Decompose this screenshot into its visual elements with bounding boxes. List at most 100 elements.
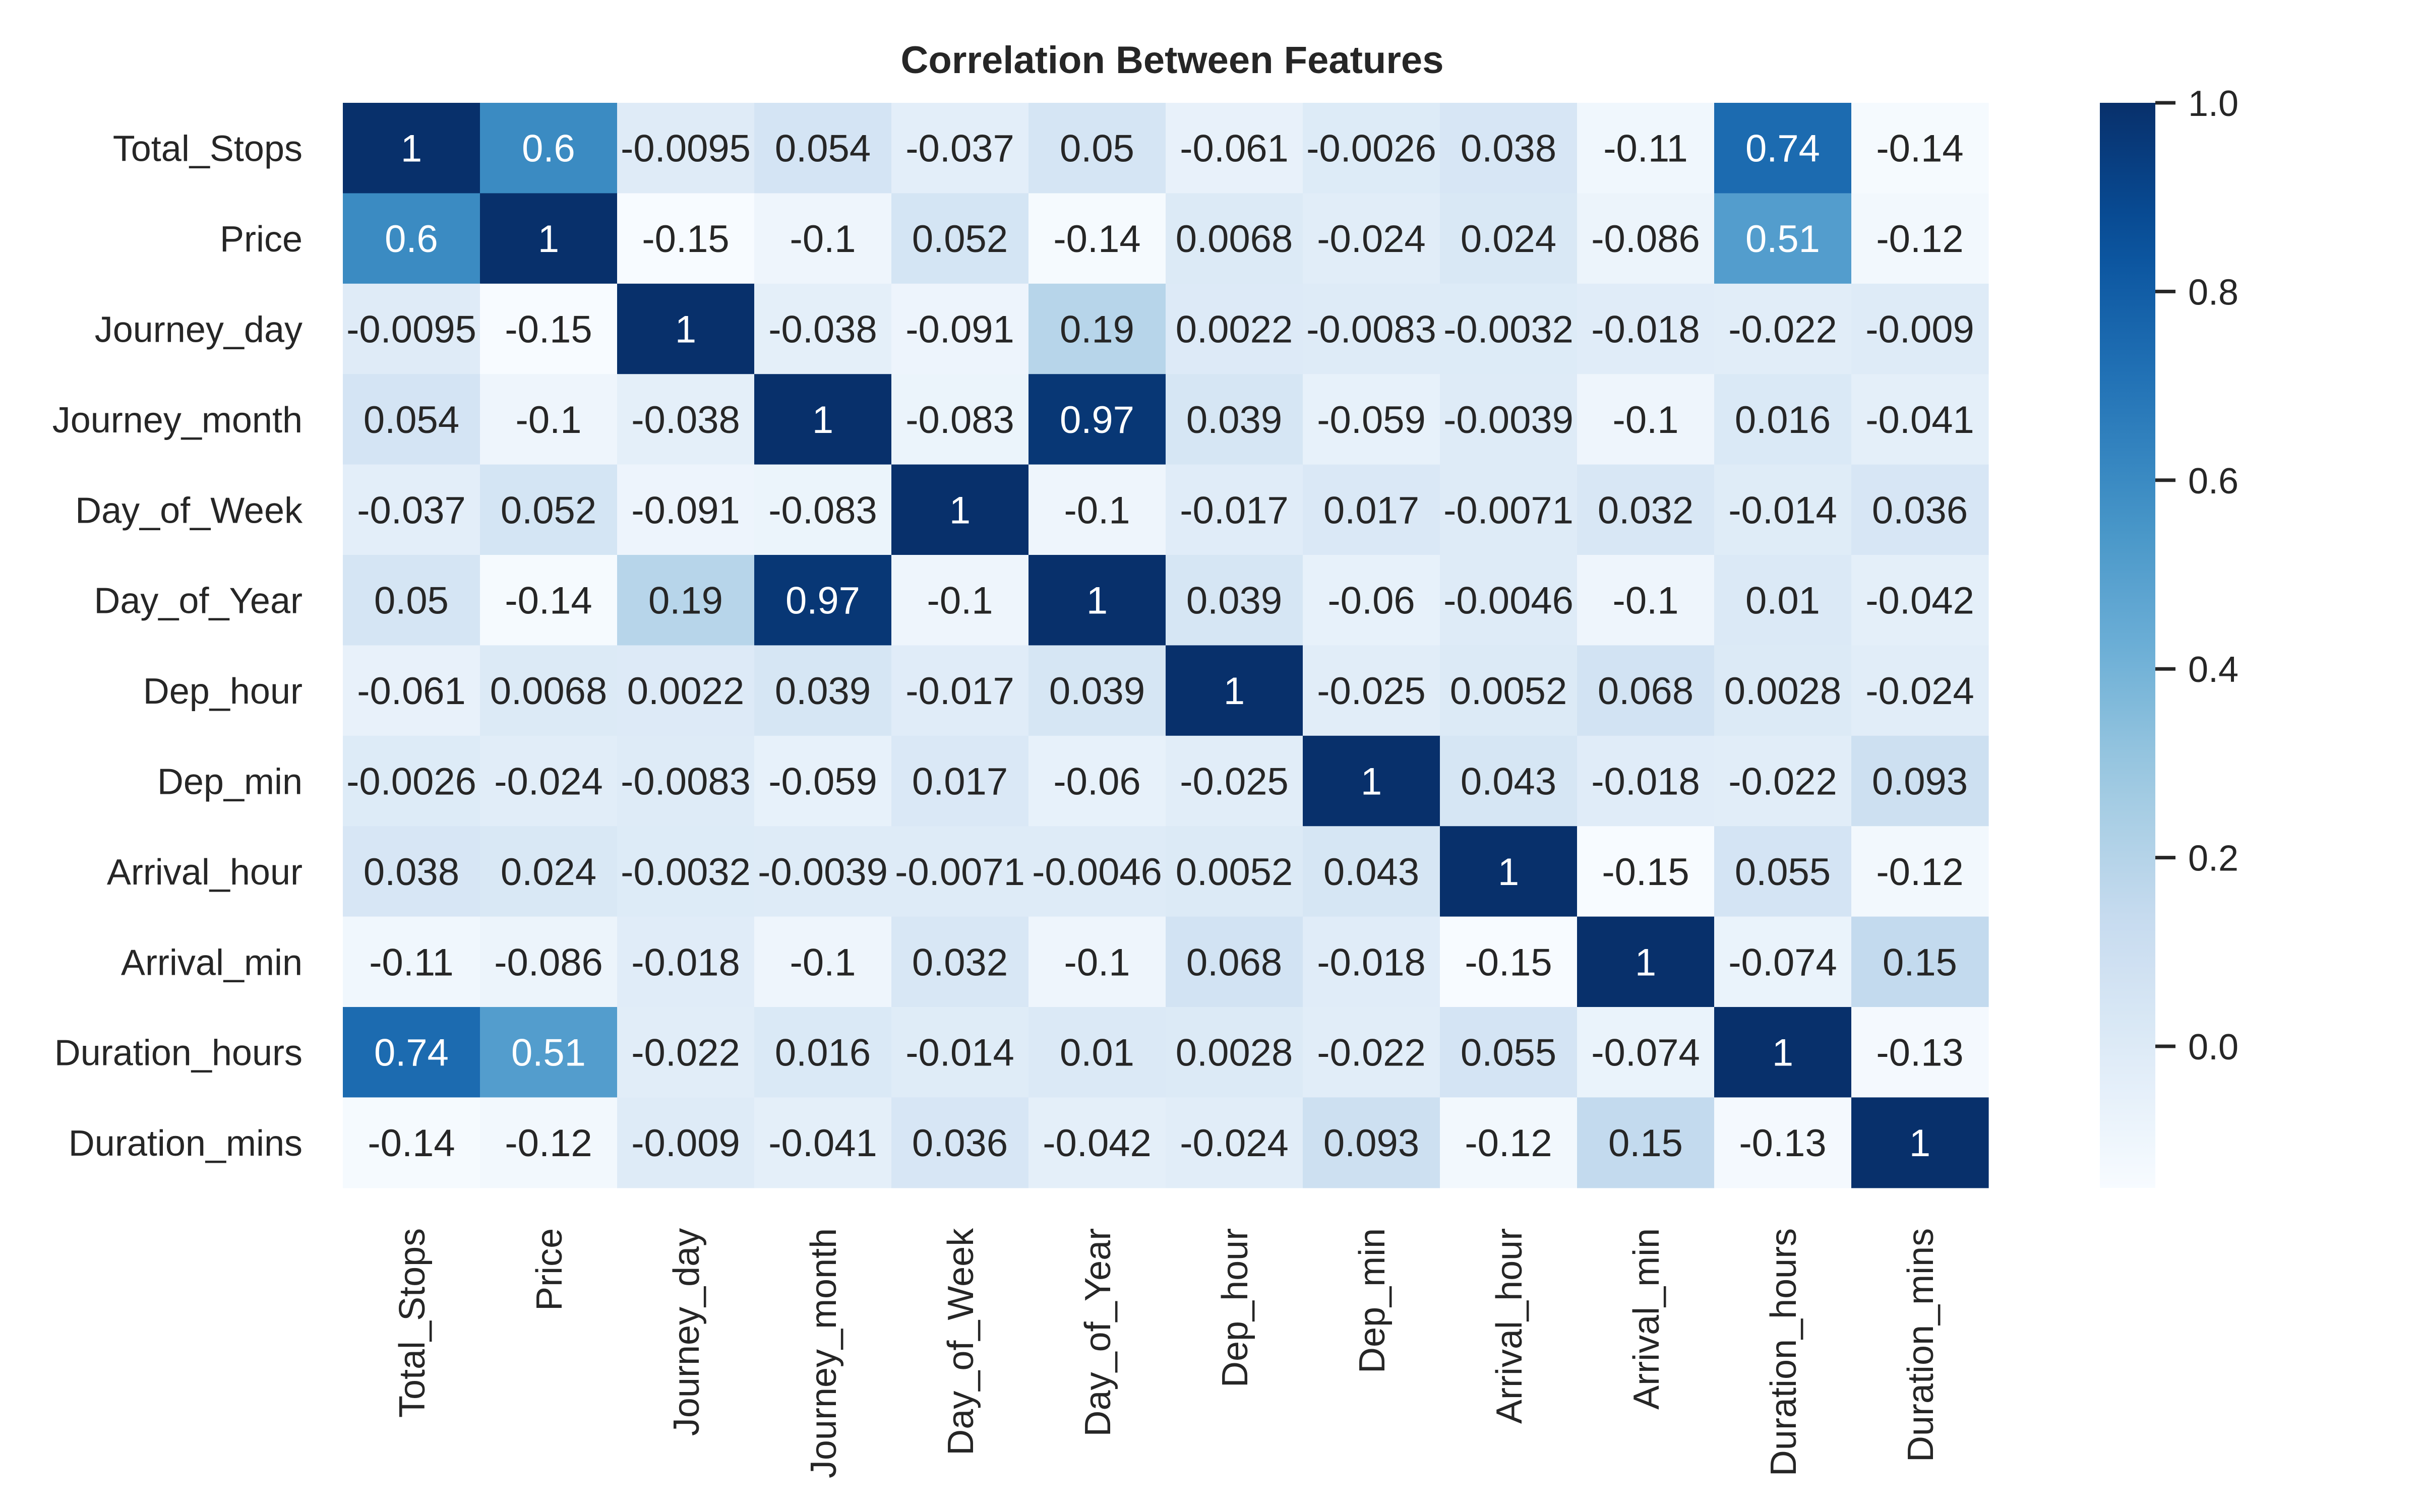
cell-annotation: 0.0028: [1176, 1032, 1293, 1075]
cell-annotation: 0.093: [1323, 1122, 1419, 1165]
cell-annotation: 0.19: [648, 580, 723, 622]
cell-annotations: 1 0.6 -0.0095 0.054 -0.037 0.05 -0.061 -0.0026 0…: [346, 128, 1974, 1165]
cell-annotation: -0.1: [790, 941, 856, 984]
cell-annotation: -0.14: [1053, 218, 1140, 261]
cell-annotation: -0.12: [505, 1122, 592, 1165]
heatmap-cell: [1440, 103, 1578, 194]
heatmap-cell: [754, 1007, 892, 1098]
cell-annotation: 0.043: [1461, 761, 1556, 803]
cell-annotation: -0.024: [494, 761, 603, 803]
cell-annotation: 0.05: [374, 580, 449, 622]
cell-annotation: -0.15: [642, 218, 729, 261]
cell-annotation: -0.042: [1865, 580, 1974, 622]
heatmap-cell: [1166, 1097, 1303, 1188]
heatmap-cell: [1303, 1007, 1440, 1098]
heatmap-cell: [480, 645, 618, 736]
heatmap-cell: [1577, 283, 1715, 374]
heatmap-cell: [754, 464, 892, 555]
cell-annotation: 0.0022: [627, 670, 744, 713]
cell-annotation: -0.06: [1327, 580, 1415, 622]
heatmap-cell: [1714, 1097, 1852, 1188]
heatmap-cell: [1714, 193, 1852, 284]
cell-annotation: -0.022: [631, 1032, 740, 1075]
heatmap-cell: [1714, 283, 1852, 374]
cell-annotation: 1: [812, 399, 833, 442]
heatmap-cell: [1851, 283, 1989, 374]
heatmap-cell: [1714, 735, 1852, 827]
heatmap-cell: [754, 826, 892, 917]
cell-annotation: 0.74: [1745, 128, 1820, 170]
cell-annotation: 0.017: [912, 761, 1008, 803]
heatmap-cell: [1028, 193, 1166, 284]
heatmap-cell: [1851, 555, 1989, 646]
cell-annotation: 1: [1498, 851, 1519, 894]
heatmap-cell: [1303, 645, 1440, 736]
cell-annotation: 0.15: [1608, 1122, 1683, 1165]
heatmap-cell: [754, 916, 892, 1007]
heatmap-cell: [480, 464, 618, 555]
cell-annotation: -0.014: [1728, 489, 1837, 532]
cell-annotation: 0.039: [775, 670, 871, 713]
heatmap-cell: [1166, 193, 1303, 284]
cell-annotation: -0.0039: [1443, 399, 1574, 442]
heatmap-cell: [1577, 193, 1715, 284]
heatmap-cell: [754, 193, 892, 284]
cell-annotation: -0.091: [631, 489, 740, 532]
heatmap-cell: [1851, 1007, 1989, 1098]
heatmap-cell: [1028, 916, 1166, 1007]
column-label: Journey_day: [667, 1228, 707, 1436]
heatmap-cell: [1166, 555, 1303, 646]
heatmap-cell: [1851, 464, 1989, 555]
heatmap-cell: [1166, 374, 1303, 465]
row-label: Arrival_min: [121, 942, 302, 983]
cell-annotation: 0.017: [1323, 489, 1419, 532]
heatmap-cell: [480, 826, 618, 917]
heatmap-cell: [891, 1097, 1029, 1188]
heatmap-cell: [1028, 103, 1166, 194]
heatmap-cell: [1440, 283, 1578, 374]
cell-annotation: -0.025: [1317, 670, 1426, 713]
heatmap-cell: [754, 374, 892, 465]
heatmap-cell: [480, 735, 618, 827]
heatmap-cell: [343, 193, 480, 284]
heatmap-cell: [480, 193, 618, 284]
cell-annotation: -0.083: [905, 399, 1014, 442]
heatmap-cell: [1028, 735, 1166, 827]
cell-annotation: 0.032: [912, 941, 1008, 984]
heatmap-cell: [1851, 103, 1989, 194]
heatmap-cell: [1303, 193, 1440, 284]
cell-annotation: 0.054: [775, 128, 871, 170]
column-label: Arrival_hour: [1489, 1228, 1530, 1424]
cell-annotation: 0.97: [785, 580, 860, 622]
cell-annotation: 1: [1909, 1122, 1930, 1165]
cell-annotation: -0.0026: [346, 761, 476, 803]
cell-annotation: -0.0083: [1306, 308, 1436, 351]
cell-annotation: -0.018: [1317, 941, 1426, 984]
heatmap-cell: [1303, 103, 1440, 194]
cell-annotation: 0.51: [1745, 218, 1820, 261]
cell-annotation: 0.024: [501, 851, 596, 894]
cell-annotation: -0.061: [1180, 128, 1289, 170]
cell-annotation: -0.0046: [1443, 580, 1574, 622]
colorbar-tick-label: 0.4: [2188, 650, 2238, 690]
row-label: Arrival_hour: [107, 852, 302, 893]
heatmap-cell: [480, 916, 618, 1007]
cell-annotation: -0.009: [631, 1122, 740, 1165]
cell-annotation: -0.0039: [758, 851, 888, 894]
heatmap-cell: [1166, 103, 1303, 194]
heatmap-cell: [1577, 1007, 1715, 1098]
cell-annotation: 1: [1361, 761, 1382, 803]
cell-annotation: -0.11: [369, 941, 454, 984]
heatmap-cell: [1028, 645, 1166, 736]
cell-annotation: -0.0046: [1032, 851, 1162, 894]
cell-annotation: -0.086: [494, 941, 603, 984]
cell-annotation: -0.13: [1739, 1122, 1826, 1165]
heatmap-cell: [343, 826, 480, 917]
heatmap-cell: [343, 916, 480, 1007]
cell-annotation: -0.0032: [1443, 308, 1574, 351]
cell-annotation: 1: [949, 489, 971, 532]
heatmap-cell: [1577, 826, 1715, 917]
heatmap-cell: [1851, 374, 1989, 465]
heatmap-cell: [1440, 1097, 1578, 1188]
heatmap-cell: [617, 103, 755, 194]
